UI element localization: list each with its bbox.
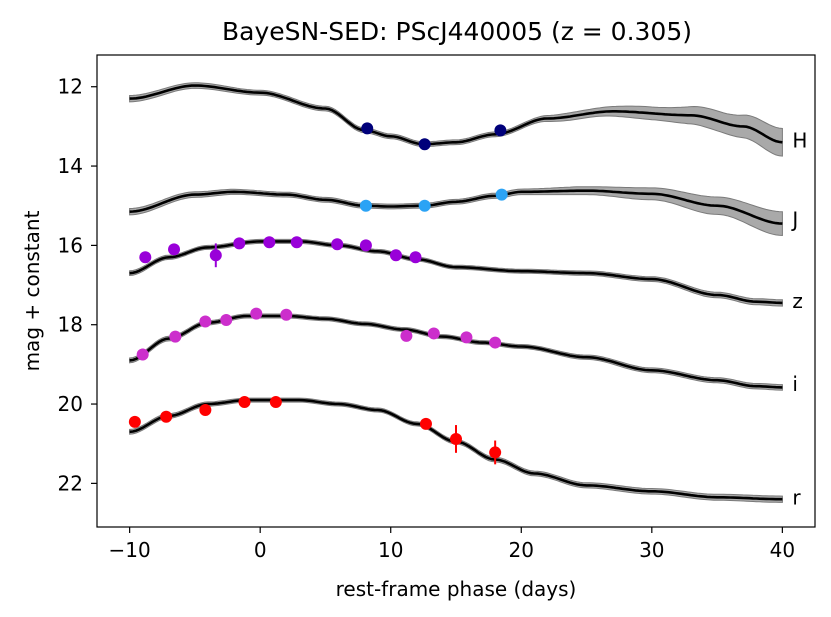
y-tick-label: 14	[58, 154, 83, 178]
data-point-z-9	[409, 251, 422, 264]
data-point-z-4	[263, 236, 276, 249]
data-point-H-1	[418, 138, 431, 151]
chart-title: BayeSN-SED: PScJ440005 (z = 0.305)	[222, 17, 692, 46]
data-point-r-6	[450, 432, 462, 445]
data-point-r-4	[269, 396, 282, 409]
series-r: r	[128, 396, 801, 509]
data-point-i-1	[169, 330, 182, 343]
series-H: H	[129, 82, 807, 157]
y-tick-label: 22	[58, 471, 83, 495]
data-point-z-1	[168, 243, 181, 256]
data-point-z-5	[290, 236, 303, 249]
data-point-J-1	[418, 199, 431, 212]
band-label-J: J	[790, 208, 798, 232]
x-tick-label: 30	[639, 538, 664, 562]
y-tick-label: 16	[58, 233, 83, 257]
y-tick-label: 20	[58, 392, 83, 416]
series-z: z	[129, 236, 803, 313]
plot-area: H Jz i r	[128, 82, 807, 509]
model-band-z	[129, 238, 783, 307]
x-tick-label: 20	[509, 538, 534, 562]
model-line-J	[129, 189, 783, 225]
data-point-i-6	[400, 329, 413, 342]
data-point-H-0	[361, 122, 374, 135]
band-label-z: z	[792, 289, 803, 313]
data-point-z-2	[209, 249, 222, 262]
data-point-r-3	[238, 396, 251, 409]
data-point-r-5	[419, 417, 432, 430]
band-label-r: r	[792, 485, 801, 509]
data-point-i-8	[460, 331, 473, 344]
y-tick-label: 12	[58, 75, 83, 99]
data-point-z-7	[359, 239, 372, 252]
model-band-H	[129, 82, 783, 157]
band-label-H: H	[792, 128, 807, 152]
data-point-J-0	[359, 199, 372, 212]
y-axis-label: mag + constant	[20, 210, 44, 371]
data-point-J-2	[495, 188, 508, 201]
data-point-i-7	[427, 327, 440, 340]
y-tick-label: 18	[58, 313, 83, 337]
data-point-i-3	[220, 313, 233, 326]
series-i: i	[129, 307, 798, 396]
x-tick-label: 0	[254, 538, 267, 562]
data-point-H-2	[494, 124, 507, 137]
series-J: J	[129, 186, 798, 237]
x-axis-label: rest-frame phase (days)	[336, 577, 577, 601]
axes-frame	[96, 54, 816, 528]
data-point-i-4	[250, 307, 263, 320]
axis-ticks: −10 0 10 20 30 40 12 14 16 18 20 22	[58, 75, 796, 562]
data-point-z-8	[389, 249, 402, 262]
data-point-z-0	[139, 251, 152, 264]
model-line-i	[129, 314, 783, 389]
data-point-i-0	[136, 348, 149, 361]
data-point-r-2	[199, 403, 212, 416]
model-line-H	[129, 84, 783, 146]
x-tick-label: 40	[770, 538, 795, 562]
band-label-i: i	[792, 372, 798, 396]
data-point-r-0	[128, 415, 141, 428]
data-point-r-1	[160, 410, 173, 423]
model-band-i	[129, 313, 783, 391]
data-point-r-7	[489, 446, 502, 459]
data-point-z-3	[233, 237, 246, 250]
x-tick-label: −10	[109, 538, 151, 562]
model-band-J	[129, 186, 783, 237]
model-band-r	[129, 397, 783, 503]
x-tick-label: 10	[378, 538, 403, 562]
data-point-i-5	[280, 308, 293, 321]
data-point-z-6	[331, 238, 344, 251]
data-point-i-9	[489, 336, 502, 349]
model-line-z	[129, 240, 783, 305]
data-point-i-2	[199, 315, 212, 328]
